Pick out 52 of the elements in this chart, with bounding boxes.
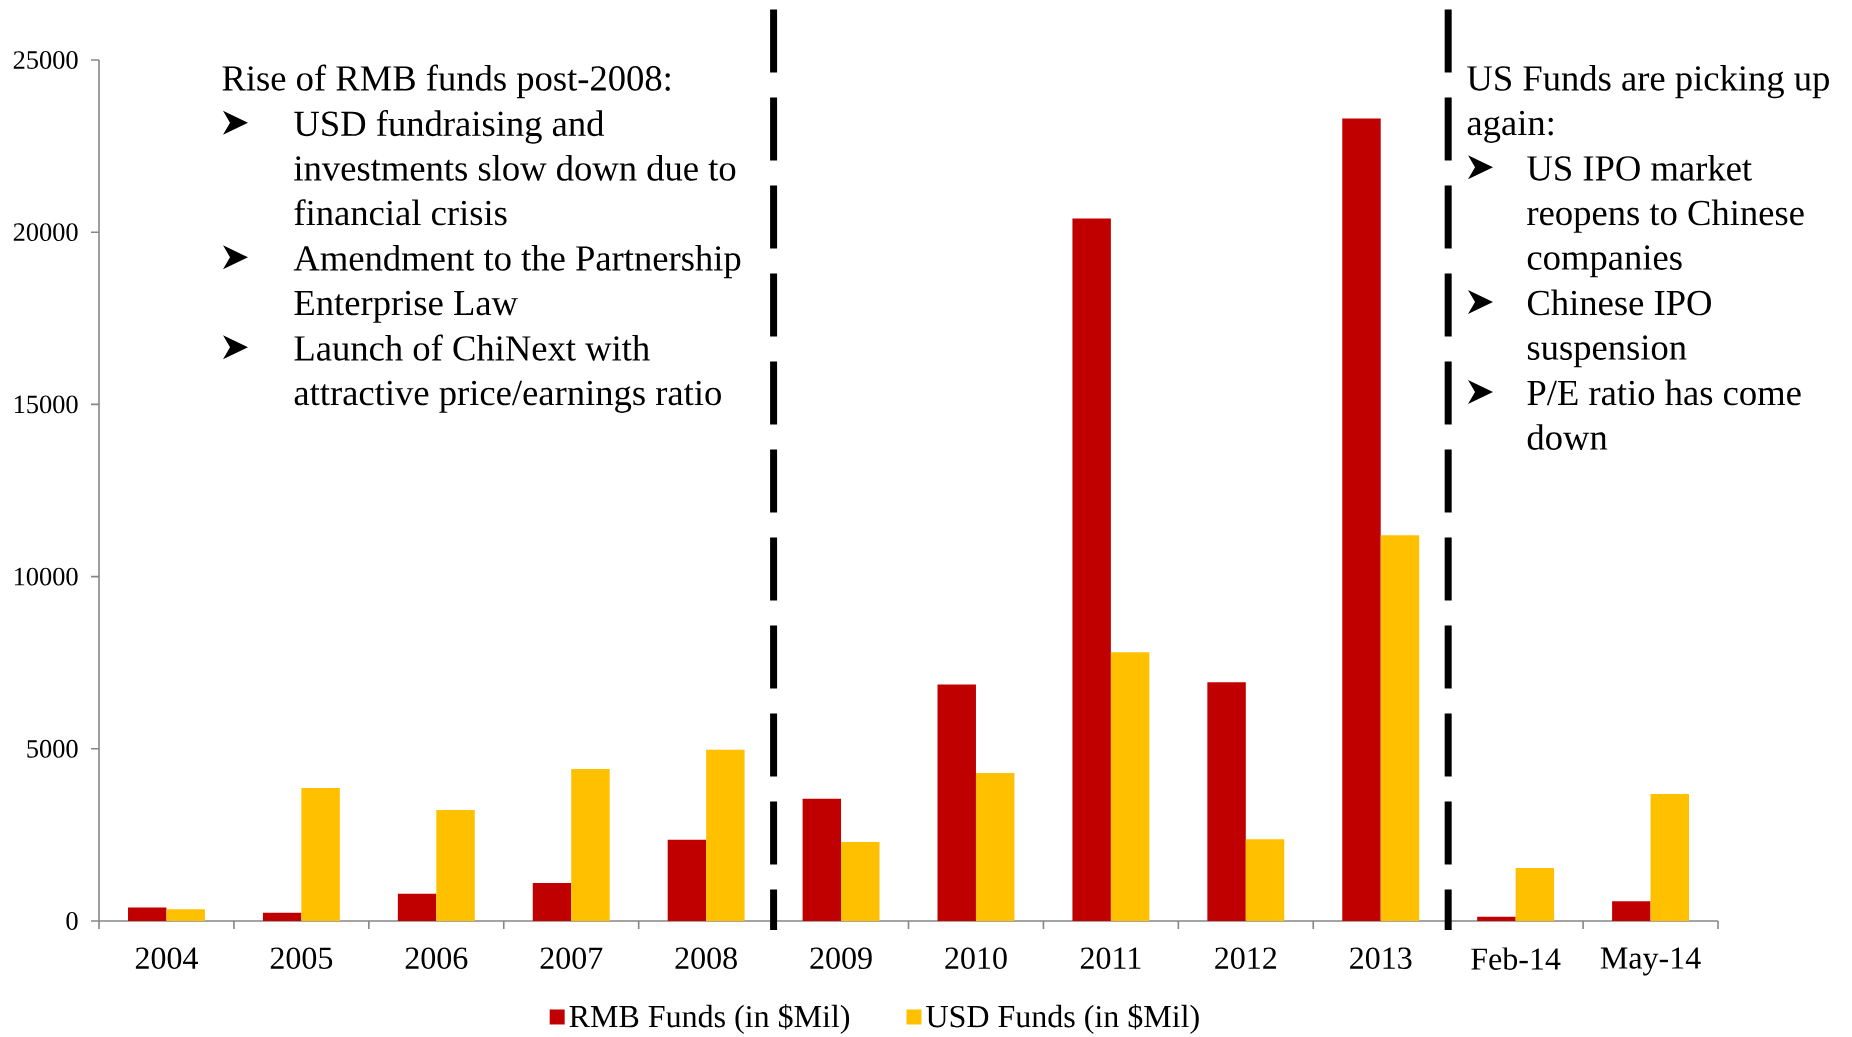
- bar: [841, 842, 880, 921]
- bar: [1245, 839, 1285, 921]
- bar: [1477, 916, 1516, 921]
- y-tick-label: 5000: [27, 739, 78, 758]
- annotation: US IPO market reopens to Chinese companies: [1527, 154, 1804, 278]
- bar: [1110, 652, 1150, 921]
- legend-label: USD Funds (in $Mil): [926, 1003, 1199, 1034]
- x-tick-label: 2006: [405, 947, 468, 969]
- x-tick-label: Feb-14: [1471, 947, 1561, 970]
- y-tick-label: 0: [66, 912, 78, 930]
- bar: [301, 788, 340, 921]
- bar: [1207, 682, 1246, 921]
- bar: [128, 907, 167, 921]
- bar: [1380, 535, 1420, 921]
- bar: [706, 749, 745, 921]
- bar: [1650, 793, 1690, 921]
- x-tick-label: 2011: [1080, 947, 1141, 969]
- annotation: P/E ratio has come down: [1527, 379, 1801, 450]
- x-tick-label: 2013: [1350, 947, 1412, 969]
- bar: [1072, 218, 1111, 921]
- annotation: Amendment to the Partnership Enterprise Law: [293, 244, 741, 323]
- annotation: Chinese IPO suspension: [1527, 289, 1711, 368]
- annotation: Rise of RMB funds post-2008:: [222, 64, 670, 99]
- bar: [667, 839, 707, 921]
- x-tick-label: 2007: [540, 947, 603, 969]
- x-tick-label: May-14: [1600, 947, 1701, 976]
- x-tick-label: 2012: [1215, 947, 1277, 969]
- y-tick-label: 20000: [13, 223, 78, 242]
- bar: [397, 893, 437, 921]
- annotation: Launch of ChiNext with attractive price/earnings ratio: [294, 334, 721, 413]
- x-tick-label: 2009: [810, 947, 872, 969]
- annotation: USD fundraising and investments slow down due to financial crisis: [294, 110, 736, 226]
- bar: [1515, 867, 1555, 921]
- x-tick-label: 2004: [135, 947, 198, 969]
- x-tick-label: 2008: [675, 947, 737, 969]
- bar: [937, 684, 976, 921]
- y-tick-label: 25000: [13, 51, 78, 69]
- bar: [571, 769, 610, 921]
- x-tick-label: 2005: [270, 947, 333, 969]
- bar: [1612, 901, 1651, 921]
- bar: [1342, 118, 1381, 921]
- y-tick-label: 15000: [14, 395, 78, 414]
- y-tick-label: 10000: [14, 567, 78, 586]
- bar: [262, 912, 302, 921]
- bar: [802, 798, 842, 921]
- bar: [436, 810, 475, 921]
- legend-label: RMB Funds (in $Mil): [569, 1003, 850, 1034]
- annotation: US Funds are picking up again:: [1467, 64, 1829, 143]
- bar: [532, 883, 572, 921]
- x-tick-label: 2010: [945, 947, 1007, 969]
- bar: [975, 772, 1015, 921]
- bar: [166, 909, 205, 921]
